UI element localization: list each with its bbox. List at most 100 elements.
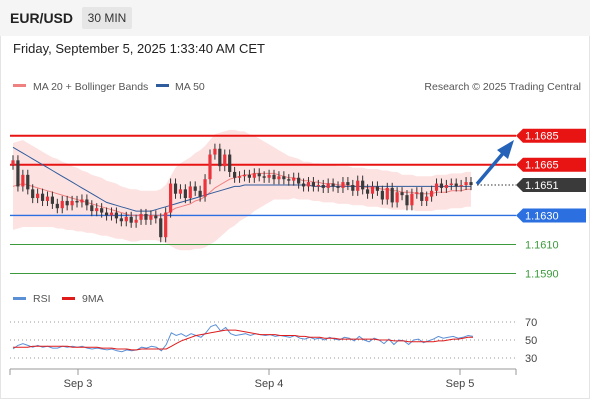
price-tag-2: 1.1630 [516,208,586,223]
chart-datetime: Friday, September 5, 2025 1:33:40 AM CET [13,41,265,56]
candle [420,187,424,207]
candle [208,149,212,185]
time-axis: Sep 3 Sep 4 Sep 5 [9,369,517,390]
price-tag-1: 1.1665 [516,157,586,172]
rsi-ma9-line [13,329,473,351]
candle [257,168,261,182]
candle [454,178,458,192]
candle [134,214,138,228]
candle [277,171,281,185]
candle [351,179,355,196]
candle [233,166,237,183]
candle [80,194,84,208]
candle [395,187,399,208]
candlesticks [11,143,473,243]
copyright-label: Research © 2025 Trading Central [424,81,581,93]
svg-text:1.1665: 1.1665 [525,160,559,172]
candle [311,177,316,192]
candle [168,178,173,218]
candle [469,177,473,191]
price-tags: 1.1685 1.1665 1.1630 1.1610 1.1590 1.1651 [516,128,586,280]
candle [75,195,79,208]
candle [100,203,104,218]
candle [154,210,158,224]
support-resistance-levels [10,134,516,274]
candle [247,169,251,183]
candle [159,213,163,243]
candle [439,178,444,193]
candle [198,185,202,202]
candle [164,207,168,243]
candle [173,178,178,199]
candle [336,181,340,193]
candle [183,184,187,204]
candle [267,169,271,183]
price-tag-0: 1.1685 [516,128,586,143]
candle [287,174,291,186]
candle [31,184,35,204]
candle [90,200,94,217]
candle [252,168,256,183]
candle [282,171,286,185]
candle [306,177,311,192]
candle [346,177,350,191]
rsi-tick-label: 50 [525,335,537,347]
svg-text:1.1685: 1.1685 [525,131,559,143]
candle [139,208,143,225]
candle [26,169,30,195]
candle [316,179,320,192]
legend-ma9-swatch [62,297,75,300]
candle [400,187,404,201]
candle [124,211,128,227]
rsi-panel: 70 50 30 [10,317,537,365]
svg-text:1.1630: 1.1630 [525,210,559,222]
price-tag-3: 1.1610 [525,239,559,251]
candle [129,211,133,228]
candle [449,178,453,191]
x-tick-label: Sep 4 [255,378,284,390]
candle [405,190,409,211]
candle [444,179,448,193]
moving-averages [12,146,471,216]
price-tag-4: 1.1590 [525,268,559,280]
legend-rsi-swatch [13,297,26,300]
candle [223,149,227,172]
candle [11,155,15,170]
candle [365,184,370,199]
candle [272,169,276,185]
ma20-line [12,172,471,216]
candle [228,149,232,178]
candle [218,143,222,172]
candle [425,191,429,207]
candle [262,171,266,183]
candle [331,178,335,192]
candle [410,188,414,211]
legend-ma50-swatch [156,84,169,87]
candle [301,178,306,192]
legend-rsi-label: RSI [33,293,51,305]
candle [385,182,389,205]
top-bar: EUR/USD 30 MIN [0,0,590,36]
candle [65,195,69,211]
candle [237,171,242,183]
timeframe-button[interactable]: 30 MIN [82,7,132,29]
svg-text:1.1590: 1.1590 [525,268,559,280]
candle [119,213,123,227]
candle [430,185,434,202]
candle [370,181,375,199]
candle [326,178,330,193]
rsi-tick-label: 30 [525,353,537,365]
candle [321,179,325,193]
svg-text:1.1610: 1.1610 [525,239,559,251]
candle [50,191,54,209]
candle [375,181,380,196]
candle [297,172,301,189]
candle [213,143,217,160]
legend-ma9-label: 9MA [82,293,104,305]
candle [178,184,183,199]
legend-ma20-label: MA 20 + Bollinger Bands [33,81,148,93]
forecast-arrow [475,140,514,186]
x-tick-label: Sep 3 [64,378,93,390]
candle [356,175,360,196]
candle [415,187,419,199]
